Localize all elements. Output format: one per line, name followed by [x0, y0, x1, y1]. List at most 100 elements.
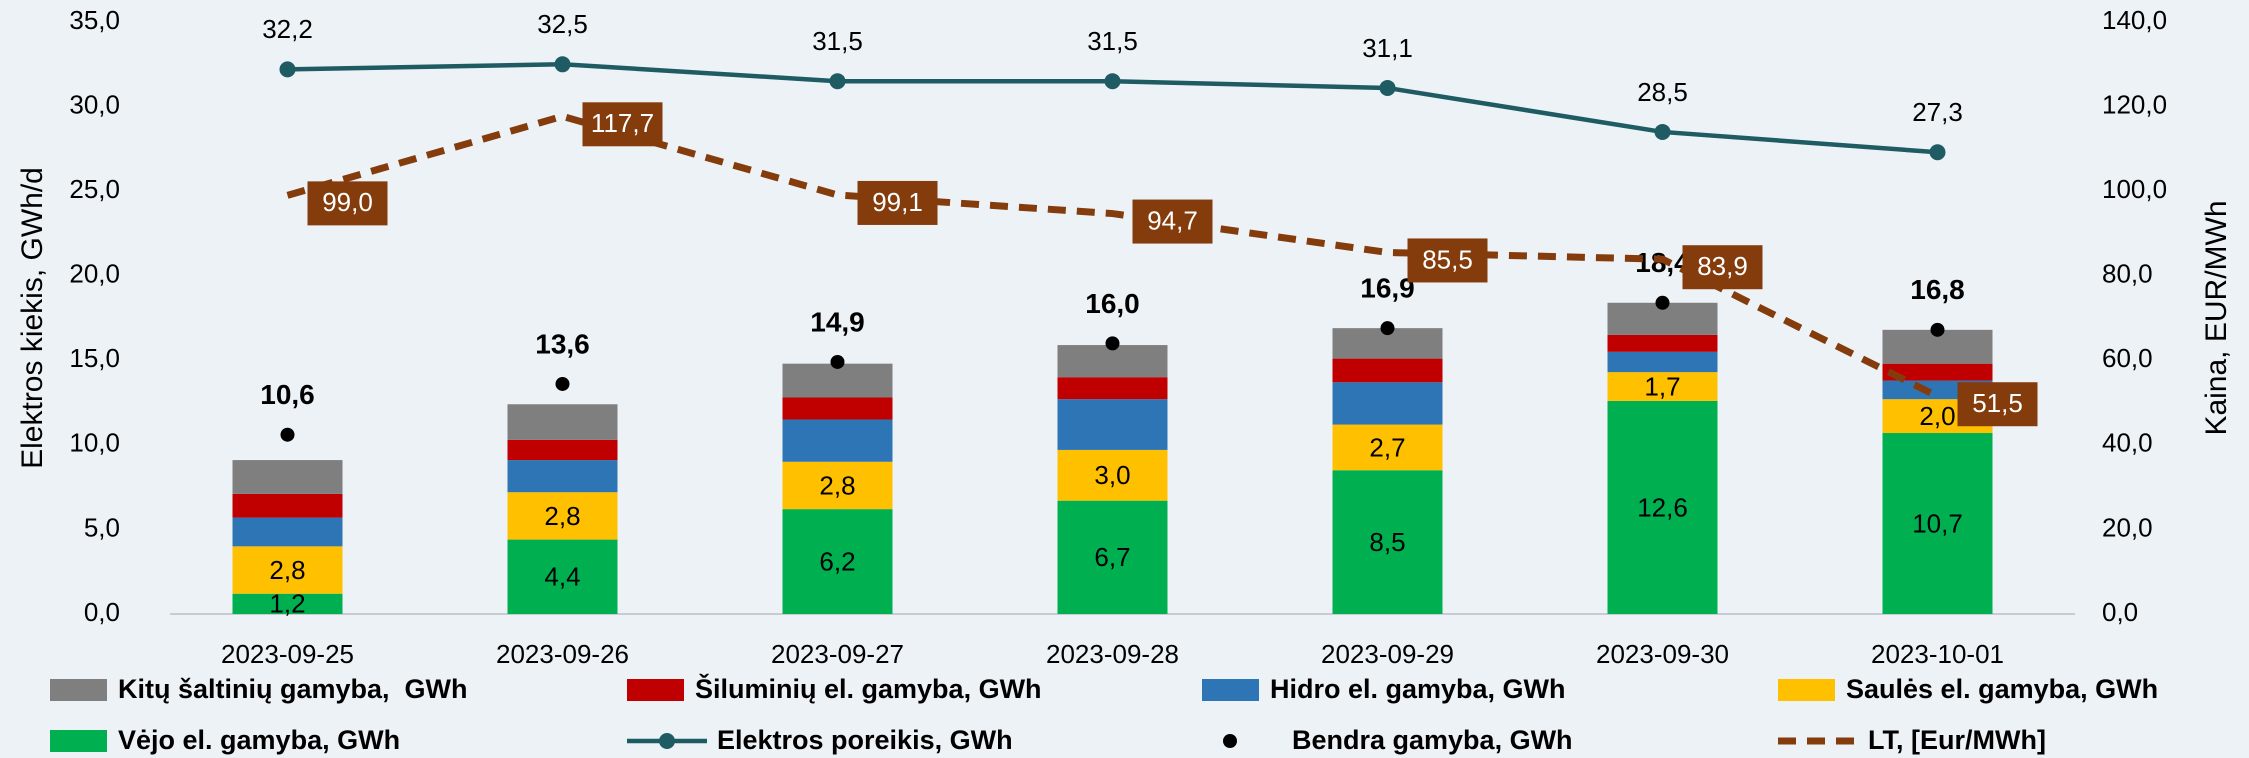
bar-value-label: 1,7: [1644, 371, 1680, 401]
y-tick-label: 20,0: [69, 259, 120, 289]
bar-value-label: 3,0: [1094, 460, 1130, 490]
bar-segment: [507, 439, 618, 461]
point-value-label: 14,9: [810, 306, 865, 337]
label-box: [857, 180, 938, 225]
bar-segment: [507, 404, 618, 440]
bar-segment: [1607, 334, 1718, 352]
x-tick-label: 2023-09-29: [1321, 639, 1454, 669]
legend-swatch: [1778, 679, 1835, 701]
bar-segment: [232, 593, 343, 614]
point-value-label: 16,9: [1360, 273, 1415, 304]
legend-swatch: [1223, 734, 1237, 748]
label-box: [1957, 382, 2038, 427]
label-box: [1407, 238, 1488, 283]
y2-tick-label: 140,0: [2102, 5, 2167, 35]
legend-label: Saulės el. gamyba, GWh: [1846, 674, 2158, 704]
bar-segment: [782, 509, 893, 614]
bar-segment: [1057, 500, 1168, 614]
line-marker: [829, 73, 846, 90]
point: [555, 376, 570, 391]
label-box: [1682, 245, 1763, 290]
y2-tick-label: 120,0: [2102, 89, 2167, 119]
bar-value-label: 12,6: [1637, 492, 1688, 522]
point: [1655, 295, 1670, 310]
bar-segment: [1607, 351, 1718, 373]
line-marker: [1379, 79, 1396, 96]
point-value-label: 16,0: [1085, 288, 1140, 319]
y-tick-label: 15,0: [69, 343, 120, 373]
bar-segment: [232, 546, 343, 594]
legend-swatch: [627, 679, 684, 701]
y2-tick-label: 100,0: [2102, 174, 2167, 204]
line-value-label: 94,7: [1147, 205, 1198, 235]
y2-axis-title: Kaina, EUR/MWh: [2200, 200, 2233, 435]
point-value-label: 10,6: [260, 379, 315, 410]
bar-segment: [507, 539, 618, 614]
y-tick-label: 10,0: [69, 428, 120, 458]
line: [286, 112, 1940, 400]
y-tick-label: 25,0: [69, 174, 120, 204]
legend-label: Kitų šaltinių gamyba, GWh: [118, 674, 468, 704]
x-tick-label: 2023-09-26: [496, 639, 629, 669]
bar-segment: [1057, 449, 1168, 501]
y2-tick-label: 40,0: [2102, 428, 2153, 458]
bar-value-label: 2,8: [544, 501, 580, 531]
bar-value-label: 2,8: [269, 555, 305, 585]
y-axis-title: Elektros kiekis, GWh/d: [16, 167, 49, 469]
bar-value-label: 2,0: [1919, 401, 1955, 431]
x-tick-label: 2023-09-30: [1596, 639, 1729, 669]
y2-tick-label: 20,0: [2102, 512, 2153, 542]
bar-segment: [782, 419, 893, 462]
bar-segment: [232, 493, 343, 518]
x-tick-label: 2023-10-01: [1871, 639, 2004, 669]
label-box: [1132, 199, 1213, 244]
bar-segment: [782, 397, 893, 420]
line-value-label: 28,5: [1637, 77, 1688, 107]
legend-swatch: [659, 733, 675, 749]
label-box: [307, 181, 388, 226]
bar-value-label: 4,4: [544, 562, 580, 592]
point: [1930, 322, 1945, 337]
legend-swatch: [50, 679, 107, 701]
bar-segment: [1332, 470, 1443, 614]
legend-label: Hidro el. gamyba, GWh: [1270, 674, 1566, 704]
point-value-label: 13,6: [535, 328, 590, 359]
y-tick-label: 0,0: [84, 597, 120, 627]
line-marker: [279, 61, 296, 78]
bar-segment: [1607, 372, 1718, 401]
line-marker: [1104, 73, 1121, 90]
line-value-label: 99,1: [872, 187, 923, 217]
bar-value-label: 2,7: [1369, 432, 1405, 462]
legend-label: LT, [Eur/MWh]: [1868, 725, 2046, 755]
line-marker: [1654, 123, 1671, 140]
bar-segment: [1332, 382, 1443, 425]
bar-segment: [782, 461, 893, 510]
bar-segment: [782, 363, 893, 398]
bar-segment: [1057, 345, 1168, 378]
legend-label: Bendra gamyba, GWh: [1292, 725, 1573, 755]
y2-tick-label: 60,0: [2102, 343, 2153, 373]
bar-value-label: 2,8: [819, 470, 855, 500]
point-value-label: 16,8: [1910, 274, 1965, 305]
bar-segment: [1057, 399, 1168, 450]
bar-value-label: 6,7: [1094, 542, 1130, 572]
point: [1105, 336, 1120, 351]
bar-segment: [1332, 358, 1443, 383]
bar-value-label: 6,2: [819, 546, 855, 576]
bar-segment: [1607, 400, 1718, 614]
line-value-label: 31,5: [1087, 26, 1138, 56]
legend-label: Elektros poreikis, GWh: [717, 725, 1013, 755]
point: [830, 354, 845, 369]
line-value-label: 32,5: [537, 9, 588, 39]
bar-segment: [232, 460, 343, 494]
line-value-label: 51,5: [1972, 388, 2023, 418]
line-marker: [1929, 144, 1946, 161]
x-tick-label: 2023-09-27: [771, 639, 904, 669]
line-value-label: 27,3: [1912, 97, 1963, 127]
label-box: [582, 102, 663, 147]
y-tick-label: 5,0: [84, 512, 120, 542]
x-tick-label: 2023-09-28: [1046, 639, 1179, 669]
line-value-label: 99,0: [322, 187, 373, 217]
bar-segment: [507, 460, 618, 493]
